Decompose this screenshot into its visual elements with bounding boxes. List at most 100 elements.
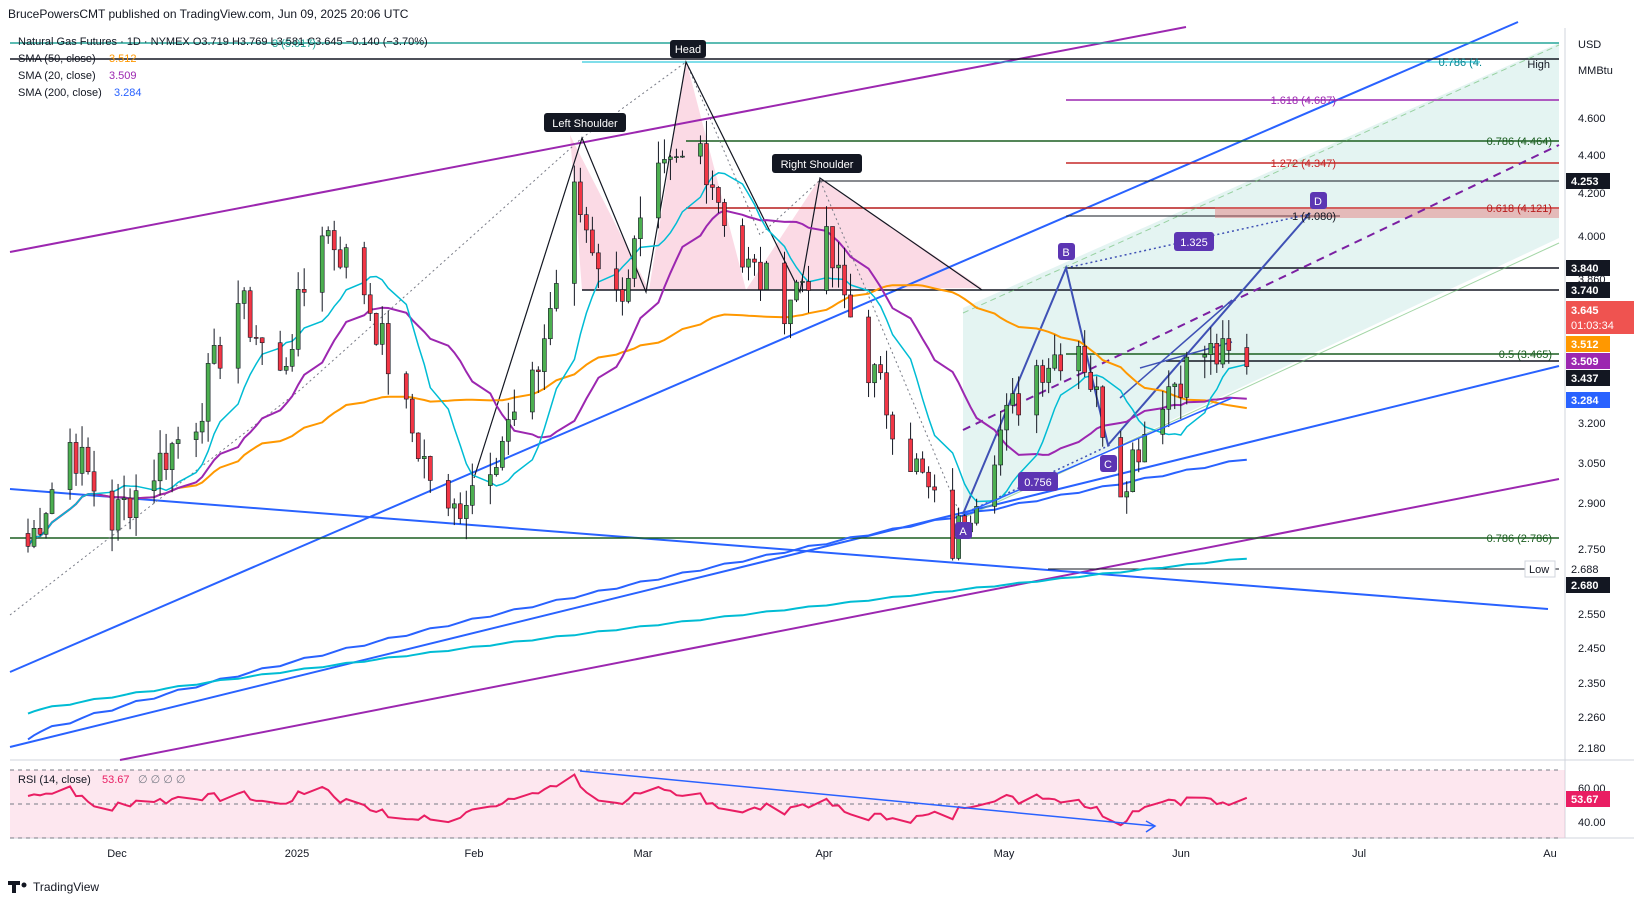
- candle-up: [1004, 404, 1009, 431]
- left-shoulder-label: Left Shoulder: [544, 113, 626, 132]
- candle-down: [536, 369, 541, 372]
- axis-currency: USD: [1578, 39, 1601, 51]
- candle-up: [680, 155, 685, 158]
- candle-up: [500, 440, 505, 468]
- time-axis[interactable]: Dec 2025 Feb Mar Apr May Jun Jul Au: [107, 848, 1557, 860]
- zone-4080-4121: [1215, 207, 1559, 218]
- candle-up: [1220, 338, 1226, 365]
- y-tick-2900: 2.900: [1578, 498, 1606, 510]
- abcd-lower-trend: [962, 397, 1233, 515]
- candle-down: [217, 345, 223, 369]
- candle-up: [530, 369, 535, 413]
- y-tick-2750: 2.750: [1578, 544, 1606, 556]
- candle-down: [415, 432, 421, 459]
- candle-up: [554, 283, 559, 309]
- candle-up: [1130, 449, 1136, 492]
- candle-down: [361, 247, 367, 296]
- candle-down: [908, 438, 913, 472]
- y-tick-4200: 4.200: [1578, 188, 1606, 200]
- svg-text:Right Shoulder: Right Shoulder: [781, 159, 854, 171]
- candle-up: [31, 528, 37, 547]
- candle-up: [451, 503, 457, 509]
- y-tick-4400: 4.400: [1578, 150, 1606, 162]
- right-shoulder-label: Right Shoulder: [772, 154, 862, 173]
- candle-up: [1184, 356, 1190, 398]
- candle-up: [1142, 434, 1148, 463]
- candle-up: [542, 338, 547, 372]
- candle-down: [920, 458, 925, 473]
- candle-down: [403, 373, 409, 400]
- y-tick-3050: 3.050: [1578, 458, 1606, 470]
- tv-logo-icon: [8, 881, 20, 893]
- fib-label-0786-4464: 0.786 (4.464): [1487, 136, 1552, 148]
- candle-down: [758, 261, 763, 290]
- candle-down: [259, 337, 265, 344]
- rsi-divergence-line: [579, 770, 1156, 827]
- sma200-line: [27, 458, 1247, 741]
- tv-brand-text: TradingView: [33, 880, 99, 894]
- candle-up: [241, 290, 247, 304]
- candle-up: [235, 303, 241, 369]
- candle-down: [301, 289, 307, 293]
- candle-down: [950, 489, 955, 559]
- head-shoulders-fill: [570, 60, 982, 290]
- purple-trend-lower: [119, 478, 1560, 761]
- candle-down: [37, 528, 43, 535]
- low-value: 2.688: [1571, 564, 1599, 576]
- y-tick-2450: 2.450: [1578, 643, 1606, 655]
- legend: Natural Gas Futures · 1D · NYMEX O3.719 …: [18, 36, 428, 99]
- candle-up: [488, 474, 493, 486]
- tradingview-logo[interactable]: TradingView: [8, 880, 99, 894]
- candle-down: [91, 471, 97, 492]
- ratio-1325-label: 1.325: [1174, 232, 1214, 251]
- candle-up: [379, 323, 385, 345]
- ab-channel-fill: [963, 43, 1559, 518]
- candle-up: [469, 485, 475, 506]
- legend-sma50-value: 3.512: [109, 53, 137, 65]
- fib-label-top-left: 3 (5.017): [272, 38, 316, 50]
- candle-down: [331, 230, 337, 251]
- hs-outline: [473, 60, 983, 479]
- ratio-0756-label: 0.756: [1018, 472, 1058, 491]
- candle-down: [722, 202, 727, 226]
- candle-down: [367, 294, 373, 314]
- svg-text:0.756: 0.756: [1024, 477, 1052, 489]
- candle-down: [782, 262, 787, 325]
- candle-down: [163, 452, 169, 470]
- candle-down: [445, 480, 451, 509]
- legend-sma50-label: SMA (50, close): [18, 53, 96, 65]
- candle-up: [133, 490, 139, 518]
- candle-up: [974, 506, 979, 524]
- legend-symbol: Natural Gas Futures · 1D · NYMEX O3.719 …: [18, 36, 428, 48]
- candle-down: [866, 316, 871, 384]
- svg-text:2.680: 2.680: [1571, 580, 1599, 592]
- x-tick-jun: Jun: [1172, 848, 1190, 860]
- candles-group: [25, 120, 1250, 561]
- candle-down: [337, 249, 343, 268]
- candle-up: [548, 308, 553, 340]
- price-box-4253: 4.253: [1566, 173, 1610, 189]
- legend-sma200-label: SMA (200, close): [18, 87, 102, 99]
- candle-down: [878, 364, 883, 374]
- svg-text:A: A: [959, 526, 967, 538]
- x-tick-2025: 2025: [285, 848, 309, 860]
- candle-up: [1010, 393, 1015, 406]
- candle-down: [73, 442, 79, 474]
- sma-long-cyan-line: [27, 557, 1247, 715]
- fib-label-05: 0.5 (3.465): [1499, 349, 1552, 361]
- candle-up: [512, 411, 517, 420]
- candle-up: [175, 439, 181, 444]
- candle-up: [764, 262, 769, 290]
- rsi-extras: ∅ ∅ ∅ ∅: [138, 774, 186, 786]
- candle-up: [662, 159, 667, 164]
- candle-up: [1094, 386, 1100, 390]
- rsi-divergence-arrow: [1145, 820, 1157, 833]
- purple-trend-upper: [9, 26, 1187, 253]
- x-tick-aug: Au: [1543, 848, 1556, 860]
- candle-up: [1202, 354, 1208, 358]
- candle-down: [620, 289, 625, 302]
- abcd-pattern-line: [962, 212, 1311, 515]
- candle-up: [205, 363, 211, 422]
- tv-logo-dot: [21, 882, 27, 888]
